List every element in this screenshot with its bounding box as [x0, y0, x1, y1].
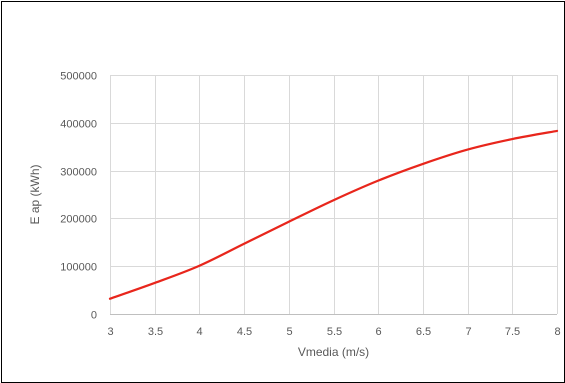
- y-axis-title: E ap (kWh): [28, 164, 42, 224]
- x-tick-label: 4: [196, 326, 202, 338]
- x-tick-label: 3.5: [147, 326, 162, 338]
- x-tick-label: 6.5: [415, 326, 430, 338]
- x-tick-label: 5.5: [326, 326, 341, 338]
- y-tick-label: 300000: [60, 166, 97, 178]
- y-tick-label: 400000: [60, 118, 97, 130]
- series-layer: [108, 129, 558, 300]
- x-tick-label: 6: [375, 326, 381, 338]
- x-tick-label: 8: [554, 326, 560, 338]
- x-axis-ticks: 3 3.5 4 4.5 5 5.5 6 6.5 7 7.5 8: [107, 326, 560, 338]
- y-tick-label: 100000: [60, 261, 97, 273]
- x-axis-title: Vmedia (m/s): [297, 345, 368, 359]
- series-line: [108, 129, 558, 300]
- gridlines: [109, 74, 558, 315]
- x-tick-label: 5: [286, 326, 292, 338]
- y-tick-label: 200000: [60, 213, 97, 225]
- x-tick-label: 4.5: [236, 326, 251, 338]
- y-tick-label: 0: [90, 309, 96, 321]
- x-tick-label: 7: [465, 326, 471, 338]
- y-axis-ticks: 0 100000 200000 300000 400000 500000: [60, 70, 97, 321]
- x-tick-label: 3: [107, 326, 113, 338]
- x-tick-label: 7.5: [504, 326, 519, 338]
- y-tick-label: 500000: [60, 70, 97, 82]
